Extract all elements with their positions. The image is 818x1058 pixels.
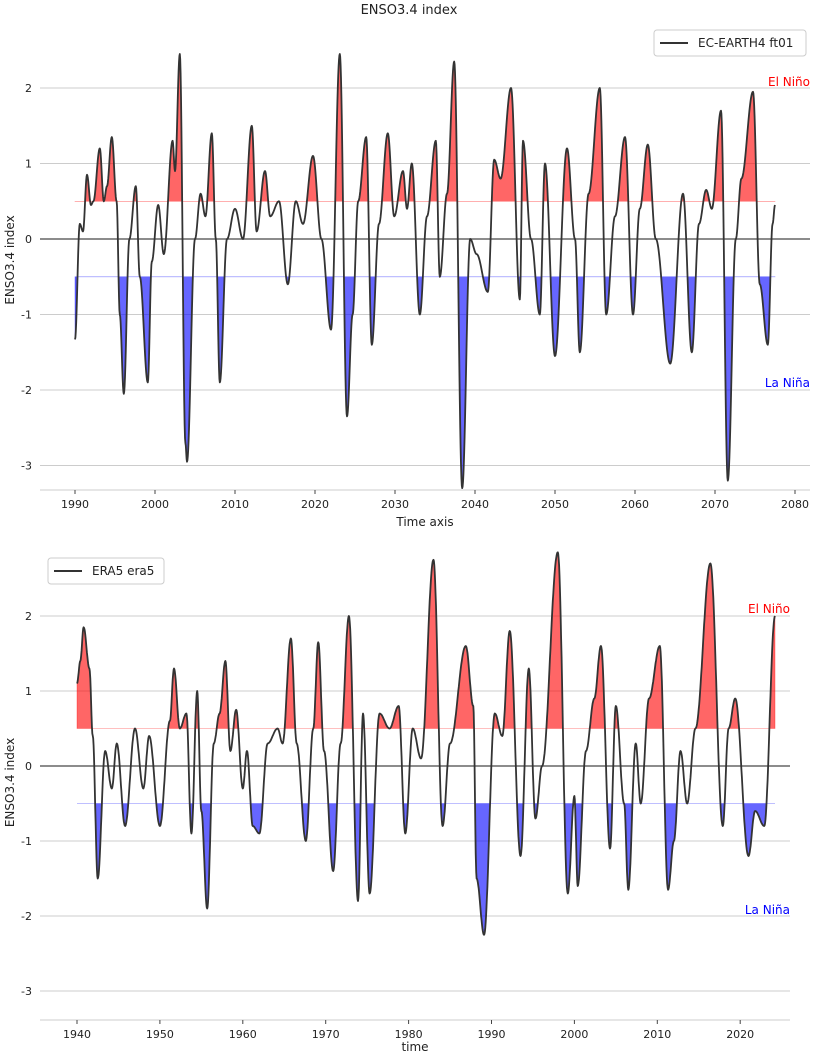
legend: ERA5 era5 bbox=[47, 557, 165, 585]
y-tick-label: 0 bbox=[25, 233, 32, 246]
y-tick-label: -3 bbox=[21, 985, 32, 998]
y-tick-label: 2 bbox=[25, 82, 32, 95]
x-tick-label: 2000 bbox=[141, 498, 169, 511]
x-tick-label: 2000 bbox=[560, 1028, 588, 1041]
la-nina-label: La Niña bbox=[765, 376, 810, 390]
x-tick-label: 2020 bbox=[726, 1028, 754, 1041]
x-tick-label: 1980 bbox=[395, 1028, 423, 1041]
x-tick-label: 1990 bbox=[61, 498, 89, 511]
y-tick-label: 1 bbox=[25, 158, 32, 171]
la-nina-fill bbox=[74, 276, 776, 489]
series-line bbox=[74, 53, 776, 490]
x-tick-label: 1970 bbox=[312, 1028, 340, 1041]
el-nino-label: El Niño bbox=[768, 75, 810, 89]
x-tick-label: 1960 bbox=[229, 1028, 257, 1041]
el-nino-label: El Niño bbox=[748, 602, 790, 616]
legend-box bbox=[653, 29, 807, 57]
x-tick-label: 2030 bbox=[381, 498, 409, 511]
y-tick-label: -1 bbox=[21, 309, 32, 322]
x-axis-label: time bbox=[401, 1040, 428, 1054]
panel-model: -3 -2 -1 0 1 2 1990 2000 2010 2020 2030 2040 2050 206… bbox=[3, 29, 810, 529]
y-tick-label: 0 bbox=[25, 760, 32, 773]
x-axis-label: Time axis bbox=[395, 515, 453, 529]
legend-box bbox=[47, 557, 165, 585]
x-tick-label: 2040 bbox=[461, 498, 489, 511]
series-line bbox=[76, 551, 776, 936]
legend-label: EC-EARTH4 ft01 bbox=[698, 36, 793, 50]
y-axis-label: ENSO3.4 index bbox=[3, 738, 17, 827]
y-tick-label: -3 bbox=[21, 460, 32, 473]
x-tick-label: 2060 bbox=[621, 498, 649, 511]
x-tick-label: 1940 bbox=[63, 1028, 91, 1041]
panel-era5: -3 -2 -1 0 1 2 1940 1950 1960 1970 1980 1990 2000 201… bbox=[3, 551, 790, 1054]
x-tick-label: 2080 bbox=[781, 498, 809, 511]
x-tick-label: 2050 bbox=[541, 498, 569, 511]
y-tick-label: 2 bbox=[25, 610, 32, 623]
y-tick-label: -1 bbox=[21, 835, 32, 848]
y-axis-label: ENSO3.4 index bbox=[3, 215, 17, 304]
x-tick-label: 1950 bbox=[146, 1028, 174, 1041]
x-tick-label: 1990 bbox=[478, 1028, 506, 1041]
figure-title: ENSO3.4 index bbox=[361, 3, 458, 18]
y-tick-label: 1 bbox=[25, 685, 32, 698]
legend: EC-EARTH4 ft01 bbox=[653, 29, 807, 57]
y-tick-label: -2 bbox=[21, 910, 32, 923]
x-tick-label: 2010 bbox=[643, 1028, 671, 1041]
y-tick-label: -2 bbox=[21, 384, 32, 397]
legend-label: ERA5 era5 bbox=[92, 564, 154, 578]
x-tick-label: 2020 bbox=[301, 498, 329, 511]
la-nina-label: La Niña bbox=[745, 903, 790, 917]
x-tick-label: 2070 bbox=[701, 498, 729, 511]
x-tick-label: 2010 bbox=[221, 498, 249, 511]
